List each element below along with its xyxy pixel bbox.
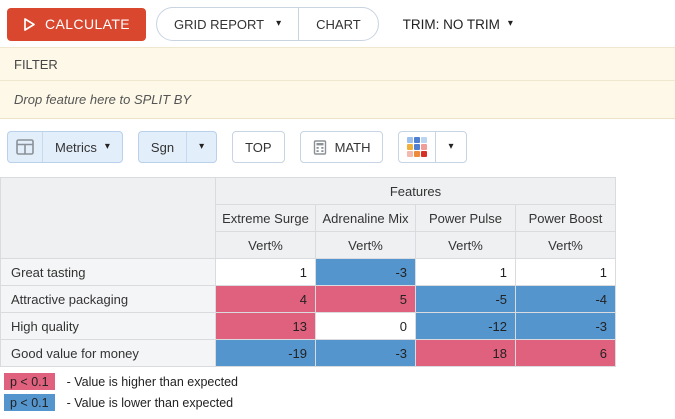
sgn-label: Sgn xyxy=(150,139,175,155)
palette-dropdown[interactable]: ▾ xyxy=(435,132,465,162)
trim-label: TRIM: NO TRIM xyxy=(402,16,500,32)
sgn-dropdown[interactable]: ▾ xyxy=(186,132,216,162)
value-cell[interactable]: 5 xyxy=(315,285,416,313)
top-button[interactable]: TOP xyxy=(233,132,284,162)
metrics-toolbar: Metrics ▾ Sgn ▾ TOP xyxy=(0,119,675,163)
value-cell[interactable]: 18 xyxy=(415,339,516,367)
results-table-body: Great tasting 1 -3 1 1 Attractive packaging 4 5… xyxy=(0,258,616,367)
metrics-dropdown[interactable]: Metrics ▾ xyxy=(42,132,122,162)
chart-tab[interactable]: CHART xyxy=(298,8,378,40)
top-label: TOP xyxy=(245,139,272,155)
split-by-dropzone[interactable]: Drop feature here to SPLIT BY xyxy=(0,81,675,118)
value-cell[interactable]: 0 xyxy=(315,312,416,340)
value-cell[interactable]: -3 xyxy=(315,258,416,286)
corner-cell xyxy=(0,177,216,259)
column-header[interactable]: Power Pulse xyxy=(415,204,516,232)
row-label[interactable]: Attractive packaging xyxy=(0,285,216,313)
metric-header[interactable]: Vert% xyxy=(215,231,316,259)
palette-button[interactable] xyxy=(399,132,435,162)
top-group: TOP xyxy=(232,131,285,163)
caret-down-icon: ▾ xyxy=(507,18,513,29)
higher-badge: p < 0.1 xyxy=(4,373,55,390)
group-header-row: Features xyxy=(0,177,616,259)
caret-down-icon: ▾ xyxy=(199,141,205,152)
value-cell[interactable]: -12 xyxy=(415,312,516,340)
value-cell[interactable]: 6 xyxy=(515,339,616,367)
row-label[interactable]: Great tasting xyxy=(0,258,216,286)
palette-icon xyxy=(407,137,428,157)
metrics-group: Metrics ▾ xyxy=(7,131,123,163)
calculator-icon xyxy=(313,139,327,155)
table-row: Attractive packaging 4 5 -5 -4 xyxy=(0,285,616,313)
value-cell[interactable]: -4 xyxy=(515,285,616,313)
table-row: Great tasting 1 -3 1 1 xyxy=(0,258,616,286)
caret-down-icon: ▾ xyxy=(448,141,454,152)
sgn-group: Sgn ▾ xyxy=(137,131,218,163)
row-label[interactable]: Good value for money xyxy=(0,339,216,367)
filter-block: FILTER Drop feature here to SPLIT BY xyxy=(0,47,675,119)
split-by-placeholder: Drop feature here to SPLIT BY xyxy=(14,92,192,107)
value-cell[interactable]: -5 xyxy=(415,285,516,313)
caret-down-icon: ▾ xyxy=(276,18,282,29)
table-row: High quality 13 0 -12 -3 xyxy=(0,312,616,340)
legend-text: - Value is higher than expected xyxy=(66,374,238,389)
metric-header[interactable]: Vert% xyxy=(515,231,616,259)
results-table: Features Extreme Surge Adrenaline Mix Po… xyxy=(0,177,616,367)
column-header[interactable]: Extreme Surge xyxy=(215,204,316,232)
column-header-row: Extreme Surge Adrenaline Mix Power Pulse… xyxy=(1,204,616,232)
calculate-button[interactable]: CALCULATE xyxy=(7,7,147,41)
column-header[interactable]: Adrenaline Mix xyxy=(315,204,416,232)
lower-badge: p < 0.1 xyxy=(4,394,55,411)
group-header: Features xyxy=(215,177,616,205)
value-cell[interactable]: 1 xyxy=(215,258,316,286)
top-toolbar: CALCULATE GRID REPORT ▾ CHART TRIM: NO T… xyxy=(0,0,675,47)
math-label: MATH xyxy=(334,139,371,155)
metrics-label: Metrics xyxy=(55,139,97,155)
grid-report-dropdown[interactable]: GRID REPORT ▾ xyxy=(157,8,298,40)
value-cell[interactable]: 4 xyxy=(215,285,316,313)
filter-label: FILTER xyxy=(14,57,58,72)
legend-item-higher: p < 0.1 - Value is higher than expected xyxy=(4,373,668,390)
value-cell[interactable]: 1 xyxy=(415,258,516,286)
view-toggle: GRID REPORT ▾ CHART xyxy=(156,7,379,41)
results-table-wrap: Features Extreme Surge Adrenaline Mix Po… xyxy=(0,177,675,367)
table-layout-button[interactable] xyxy=(8,132,42,162)
metric-header[interactable]: Vert% xyxy=(415,231,516,259)
significance-legend: p < 0.1 - Value is higher than expected … xyxy=(0,367,675,411)
value-cell[interactable]: 13 xyxy=(215,312,316,340)
calculate-label: CALCULATE xyxy=(45,16,131,32)
value-cell[interactable]: -3 xyxy=(515,312,616,340)
math-group: MATH xyxy=(299,131,384,163)
legend-item-lower: p < 0.1 - Value is lower than expected xyxy=(4,394,668,411)
table-row: Good value for money -19 -3 18 6 xyxy=(0,339,616,367)
table-layout-icon xyxy=(16,139,34,155)
column-header[interactable]: Power Boost xyxy=(515,204,616,232)
math-button[interactable]: MATH xyxy=(301,132,383,162)
filter-bar[interactable]: FILTER xyxy=(0,48,675,81)
trim-dropdown[interactable]: TRIM: NO TRIM ▾ xyxy=(397,16,519,33)
value-cell[interactable]: -3 xyxy=(315,339,416,367)
legend-text: - Value is lower than expected xyxy=(66,395,234,410)
grid-report-label: GRID REPORT xyxy=(174,16,265,32)
chart-label: CHART xyxy=(316,16,361,32)
sgn-button[interactable]: Sgn xyxy=(139,132,186,162)
caret-down-icon: ▾ xyxy=(104,141,110,152)
value-cell[interactable]: 1 xyxy=(515,258,616,286)
metric-header[interactable]: Vert% xyxy=(315,231,416,259)
color-palette-group: ▾ xyxy=(398,131,467,163)
play-icon xyxy=(23,17,36,32)
row-label[interactable]: High quality xyxy=(0,312,216,340)
value-cell[interactable]: -19 xyxy=(215,339,316,367)
